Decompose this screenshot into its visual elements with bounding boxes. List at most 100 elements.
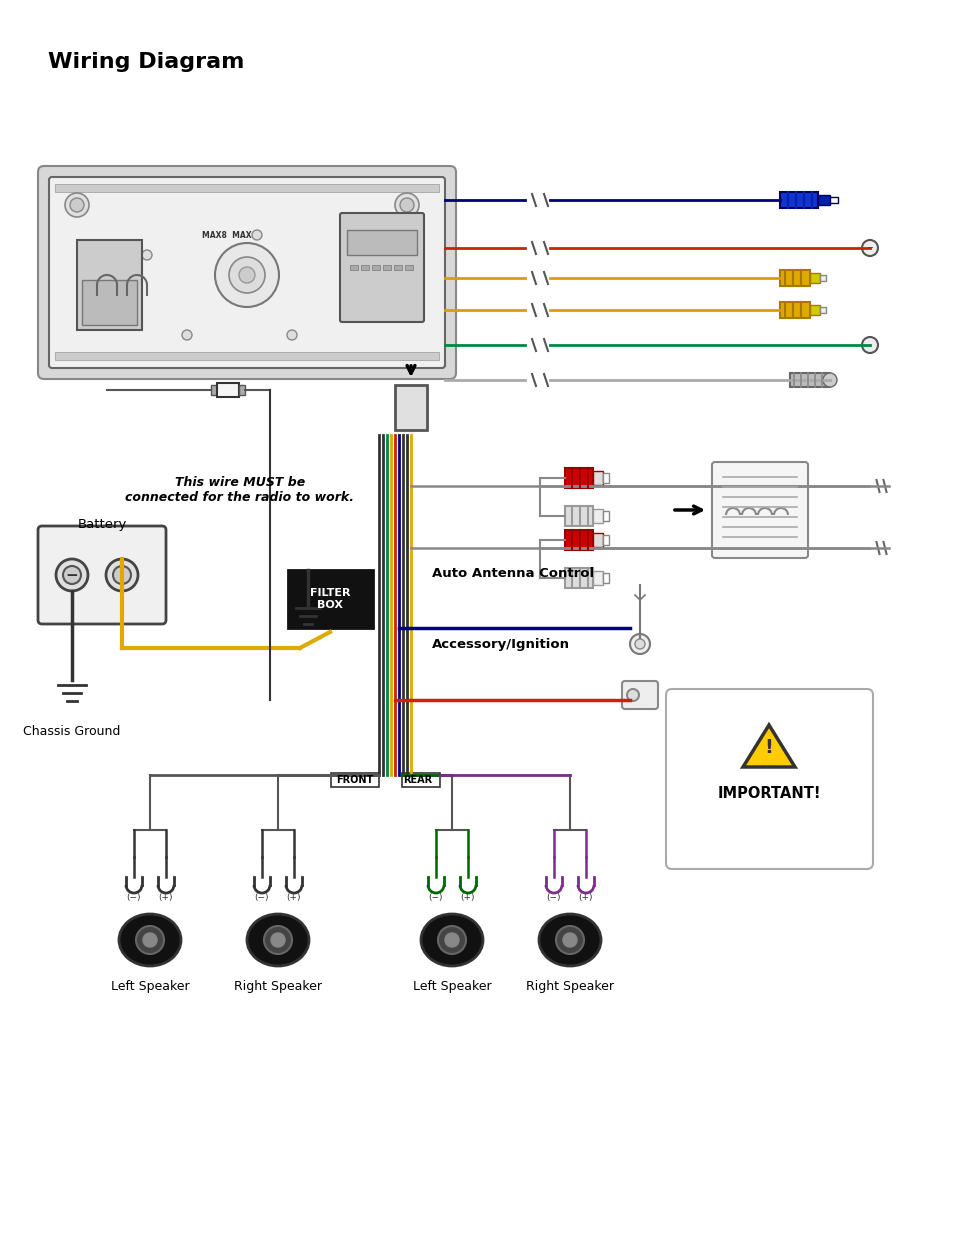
Bar [564,506,593,526]
Text: −: − [66,568,78,583]
Polygon shape [742,725,794,767]
Circle shape [63,566,81,584]
Bar [602,511,608,521]
Text: Chassis Ground: Chassis Ground [23,725,121,739]
Text: (+): (+) [287,893,301,902]
FancyBboxPatch shape [339,212,423,322]
Bar [593,509,602,522]
Bar [395,385,427,430]
Bar [382,245,391,249]
Bar [564,530,593,550]
Text: REAR: REAR [403,776,432,785]
Text: !: ! [763,737,773,757]
FancyBboxPatch shape [711,462,807,558]
Bar [593,571,602,585]
Bar [350,266,357,270]
Bar [405,245,413,249]
Bar [809,273,820,283]
Ellipse shape [420,914,482,966]
Bar [372,266,379,270]
Bar [82,280,137,325]
Circle shape [239,267,254,283]
FancyBboxPatch shape [621,680,658,709]
Circle shape [65,193,89,217]
Text: This wire MUST be
connected for the radio to work.: This wire MUST be connected for the radi… [126,475,355,504]
Bar [405,266,413,270]
Text: FRONT: FRONT [336,776,374,785]
Bar [211,385,216,395]
Circle shape [629,634,649,655]
Bar [780,191,817,207]
Circle shape [112,566,131,584]
Circle shape [444,932,458,947]
Text: IMPORTANT!: IMPORTANT! [717,785,820,800]
Circle shape [862,337,877,353]
Ellipse shape [119,914,181,966]
Bar [77,240,142,330]
Circle shape [399,198,414,212]
Circle shape [142,249,152,261]
Circle shape [56,559,88,592]
Circle shape [356,249,367,261]
Circle shape [271,932,285,947]
Circle shape [229,257,265,293]
Circle shape [214,243,278,308]
Bar [564,468,593,488]
Text: MAX8  MAX: MAX8 MAX [202,231,252,240]
Circle shape [395,193,418,217]
Bar [564,568,593,588]
Circle shape [635,638,644,650]
Bar [347,230,416,254]
Text: Right Speaker: Right Speaker [525,981,614,993]
Bar [382,266,391,270]
Circle shape [252,230,262,240]
Circle shape [437,926,465,953]
Text: Wiring Diagram: Wiring Diagram [48,52,244,72]
Text: −: − [865,243,873,252]
Circle shape [143,932,157,947]
Circle shape [182,330,192,340]
Bar [350,245,357,249]
Circle shape [136,926,164,953]
Circle shape [106,559,138,592]
Bar [394,266,401,270]
Text: (−): (−) [127,893,141,902]
Bar [394,245,401,249]
FancyBboxPatch shape [49,177,444,368]
Bar [789,373,829,387]
Circle shape [70,198,84,212]
Text: (+): (+) [460,893,475,902]
Bar [55,352,438,359]
Circle shape [626,689,639,701]
Circle shape [264,926,292,953]
Text: Auto Antenna Control: Auto Antenna Control [432,567,594,579]
Bar [55,184,438,191]
Bar [602,473,608,483]
Circle shape [822,373,836,387]
Text: Battery: Battery [77,517,127,531]
Bar [602,535,608,545]
Bar [593,534,602,547]
Text: FILTER
BOX: FILTER BOX [310,588,350,610]
Circle shape [862,240,877,256]
Circle shape [556,926,583,953]
Bar [331,773,378,787]
Ellipse shape [538,914,600,966]
Text: Left Speaker: Left Speaker [413,981,491,993]
Bar [360,266,369,270]
Bar [401,773,439,787]
FancyBboxPatch shape [38,165,456,379]
Text: (+): (+) [158,893,173,902]
Bar [780,303,809,317]
Circle shape [562,932,577,947]
Bar [809,305,820,315]
Bar [780,270,809,287]
Bar [239,385,245,395]
Text: (−): (−) [546,893,560,902]
Text: (+): (+) [578,893,593,902]
Text: Left Speaker: Left Speaker [111,981,189,993]
Text: (−): (−) [428,893,443,902]
Bar [829,198,837,203]
Bar [360,245,369,249]
Bar [820,275,825,282]
